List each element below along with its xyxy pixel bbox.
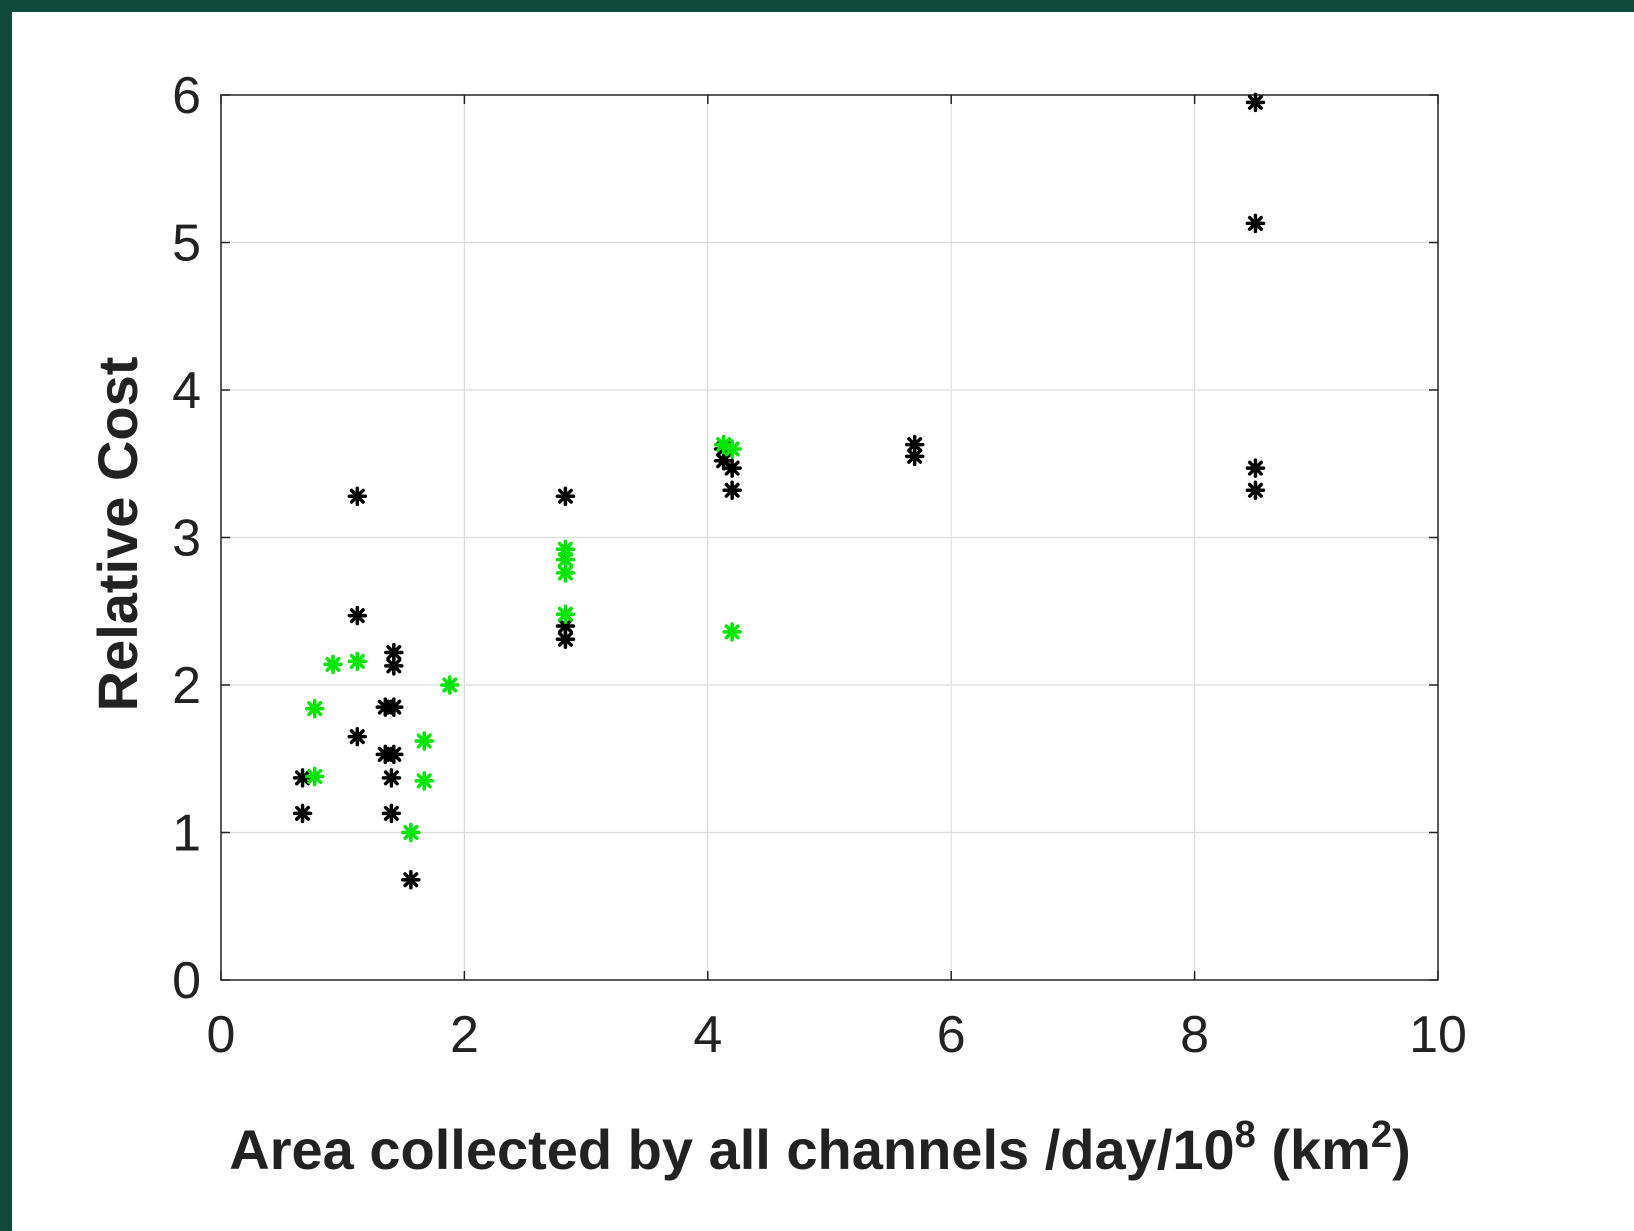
- data-point: [381, 803, 402, 824]
- x-tick-label: 0: [207, 1006, 236, 1064]
- data-point: [384, 642, 404, 663]
- x-axis-label-unit-exponent: 2: [1371, 1114, 1392, 1156]
- data-point: [401, 869, 421, 890]
- data-point: [722, 480, 742, 501]
- data-point: [304, 766, 325, 787]
- data-points: [292, 92, 1266, 890]
- x-tick-label: 6: [937, 1006, 966, 1064]
- x-axis-label-exponent: 8: [1235, 1114, 1256, 1156]
- data-point: [1245, 480, 1266, 501]
- x-axis-ticks: 0 2 4 6 8 10: [207, 95, 1467, 1064]
- y-tick-label: 5: [172, 215, 201, 273]
- x-tick-label: 10: [1409, 1006, 1467, 1064]
- data-point: [414, 771, 434, 791]
- y-axis-ticks: 0 1 2 3 4 5 6: [172, 67, 1438, 1010]
- x-axis-label: Area collected by all channels /day/108 …: [229, 1114, 1410, 1181]
- x-axis-label-end: ): [1392, 1118, 1411, 1181]
- data-point: [555, 604, 576, 624]
- data-point: [722, 622, 742, 642]
- chart-frame: 0 2 4 6 8 10 0 1 2 3 4 5 6 Relative Cost Area colle…: [12, 12, 1634, 1231]
- data-point: [384, 656, 404, 676]
- y-tick-label: 1: [172, 805, 201, 863]
- y-axis-label: Relative Cost: [86, 357, 149, 712]
- data-point: [323, 654, 343, 675]
- data-point: [722, 439, 742, 459]
- data-point: [1245, 213, 1266, 234]
- gridlines: [221, 95, 1438, 980]
- data-point: [292, 803, 313, 824]
- data-point: [555, 486, 576, 506]
- y-tick-label: 0: [172, 952, 201, 1010]
- data-point: [384, 697, 404, 717]
- y-tick-label: 3: [172, 510, 201, 568]
- x-axis-label-unit: (km: [1256, 1118, 1371, 1181]
- data-point: [555, 563, 576, 583]
- data-point: [381, 768, 402, 788]
- x-tick-label: 8: [1180, 1006, 1209, 1064]
- data-point: [722, 458, 742, 478]
- data-point: [904, 446, 925, 467]
- data-point: [384, 744, 404, 765]
- data-point: [347, 605, 368, 626]
- data-point: [414, 731, 434, 751]
- data-point: [1245, 92, 1266, 113]
- data-point: [347, 651, 368, 672]
- data-point: [401, 822, 421, 843]
- data-point: [1245, 458, 1266, 478]
- data-point: [347, 486, 368, 506]
- y-tick-label: 4: [172, 362, 201, 420]
- data-point: [440, 675, 460, 695]
- y-tick-label: 6: [172, 67, 201, 125]
- data-point: [347, 726, 368, 747]
- scatter-plot: 0 2 4 6 8 10 0 1 2 3 4 5 6 Relative Cost Area colle…: [86, 67, 1467, 1181]
- data-point: [304, 698, 325, 719]
- x-axis-label-main: Area collected by all channels /day/10: [229, 1118, 1234, 1181]
- x-tick-label: 4: [693, 1006, 722, 1064]
- y-tick-label: 2: [172, 657, 201, 715]
- data-point: [904, 434, 925, 455]
- x-tick-label: 2: [450, 1006, 479, 1064]
